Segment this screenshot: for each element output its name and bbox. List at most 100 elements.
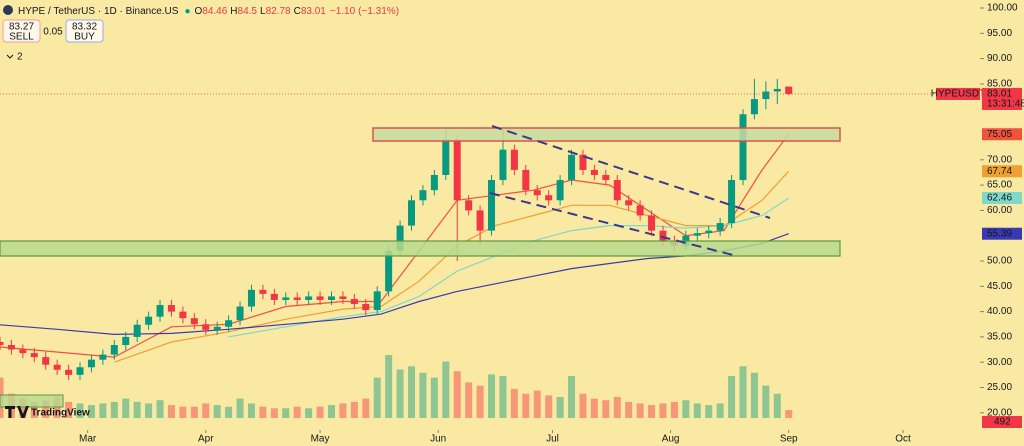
- ohlc-value: 84.5: [238, 6, 258, 17]
- volume-label-bg: [982, 416, 1022, 428]
- volume-bar: [247, 403, 255, 418]
- ma-label-bg: [982, 165, 1022, 178]
- buy-label[interactable]: BUY: [74, 32, 95, 43]
- candle-body: [419, 190, 427, 201]
- volume-bar: [545, 395, 553, 418]
- volume-bar: [350, 401, 358, 418]
- volume-bar: [385, 355, 393, 418]
- price-label-bg: [982, 87, 1022, 110]
- volume-bar: [465, 382, 473, 418]
- indicator-count[interactable]: 2: [17, 52, 23, 63]
- volume-bar: [133, 401, 141, 418]
- candle-body: [625, 200, 633, 206]
- volume-bar: [305, 408, 313, 418]
- ohlc-letter: L: [260, 6, 266, 17]
- small-zone: [0, 394, 64, 408]
- volume-bar: [716, 403, 724, 418]
- y-tick-label: 25.00: [987, 382, 1012, 393]
- volume-bar: [270, 408, 278, 418]
- chevron[interactable]: [6, 54, 14, 59]
- y-tick-label: 85.00: [987, 79, 1012, 90]
- candle-body: [716, 223, 724, 231]
- ohlc-letter: H: [230, 6, 237, 17]
- sell-price[interactable]: 83.27: [9, 22, 34, 33]
- volume-bar: [145, 403, 153, 418]
- candle-body: [236, 306, 244, 321]
- volume-bar: [327, 405, 335, 418]
- y-tick-label: 40.00: [987, 306, 1012, 317]
- candle-body: [648, 215, 656, 231]
- volume-bar: [76, 403, 84, 418]
- volume-bar: [625, 401, 633, 418]
- candle-body: [65, 369, 73, 375]
- volume-bar: [373, 377, 381, 418]
- symbol-title: HYPE / TetherUS · 1D · Binance.US: [18, 6, 179, 17]
- candle-body: [568, 154, 576, 181]
- volume-bar: [613, 397, 621, 418]
- volume-bar: [705, 405, 713, 418]
- candle-body: [53, 364, 61, 370]
- market-dot: ●: [184, 6, 190, 17]
- header-line: HYPE / TetherUS · 1D · Binance.US ● O84.46…: [18, 6, 399, 17]
- volume-bar: [202, 403, 210, 418]
- volume-bar: [579, 393, 587, 418]
- volume-bar: [488, 374, 496, 418]
- volume-bar: [293, 406, 301, 418]
- y-tick-label: 60.00: [987, 205, 1012, 216]
- candle-body: [19, 349, 27, 354]
- buy-button[interactable]: [65, 19, 104, 43]
- volume-bar: [19, 398, 27, 418]
- trend-line-lower: [489, 192, 734, 256]
- candle-body: [728, 180, 736, 224]
- volume-bar: [167, 405, 175, 418]
- candle-body: [579, 154, 587, 170]
- volume-bar: [670, 401, 678, 418]
- ma-label: 75.05: [987, 129, 1012, 140]
- candle-body: [430, 174, 438, 191]
- candle-body: [545, 195, 553, 201]
- volume-bar: [568, 376, 576, 418]
- change-pct: (−1.31%): [358, 6, 399, 17]
- volume-bar: [156, 400, 164, 418]
- y-tick-label: 20.00: [987, 407, 1012, 418]
- volume-bar: [602, 400, 610, 418]
- buy-price[interactable]: 83.32: [72, 22, 97, 33]
- volume-bar: [773, 393, 781, 418]
- candle-body: [385, 250, 393, 292]
- spread: 0.05: [43, 27, 63, 38]
- candle-body: [316, 296, 324, 300]
- candle-body: [225, 320, 233, 327]
- x-tick-label: Jun: [430, 434, 446, 445]
- candle-body: [533, 190, 541, 196]
- volume-bar: [190, 406, 198, 418]
- volume-bar: [590, 398, 598, 418]
- candle-body: [213, 326, 221, 330]
- countdown: 13:31:48: [987, 99, 1024, 110]
- candle-body: [99, 354, 107, 360]
- candle-body: [362, 304, 370, 311]
- candle-body: [476, 210, 484, 231]
- candle-body: [145, 316, 153, 325]
- sell-button[interactable]: [2, 19, 41, 43]
- volume-bar: [179, 406, 187, 418]
- sell-label[interactable]: SELL: [9, 32, 34, 43]
- volume-bar: [636, 403, 644, 418]
- volume-bar: [442, 361, 450, 418]
- candle-body: [613, 180, 621, 201]
- ohlc-value: 82.78: [266, 6, 291, 17]
- candle-body: [110, 344, 118, 355]
- ohlc-value: 84.46: [202, 6, 227, 17]
- candle-body: [167, 305, 175, 312]
- candle-body: [556, 180, 564, 201]
- candle-body: [202, 324, 210, 330]
- symbol-label-bg: [936, 87, 980, 100]
- ma-label: 55.39: [987, 228, 1012, 239]
- x-tick-label: Aug: [662, 434, 680, 445]
- volume-bar: [362, 398, 370, 418]
- ma-label-bg: [982, 191, 1022, 204]
- candle-body: [179, 311, 187, 319]
- candle-body: [510, 149, 518, 170]
- volume-bar: [659, 403, 667, 418]
